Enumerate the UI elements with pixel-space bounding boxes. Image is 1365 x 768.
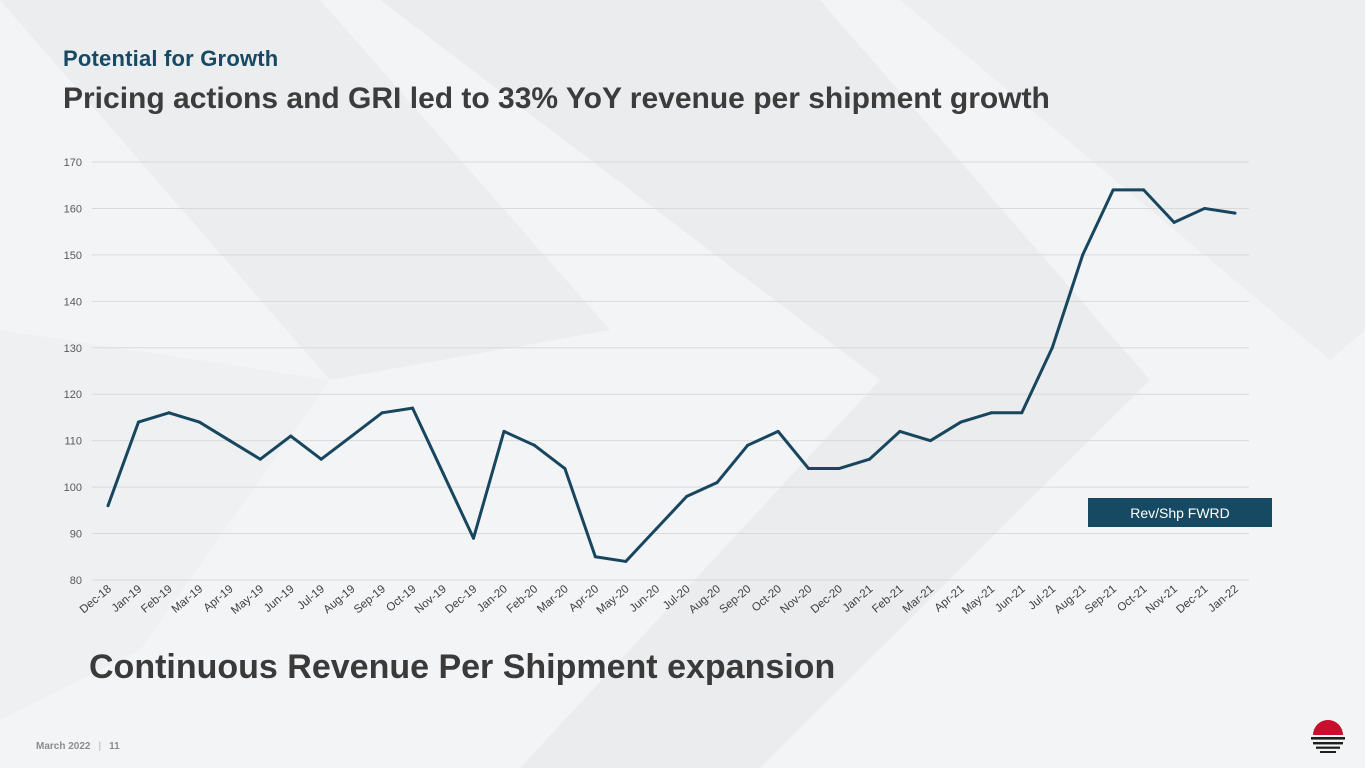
x-tick-label: Aug-21 (1053, 583, 1089, 616)
x-tick-label: May-19 (229, 583, 266, 617)
x-tick-label: Nov-19 (413, 583, 449, 616)
data-point (1050, 346, 1054, 350)
x-tick-label: Jun-21 (993, 583, 1028, 615)
data-point (593, 555, 597, 559)
x-tick-label: Sep-20 (717, 583, 753, 616)
y-tick-label: 110 (64, 436, 82, 448)
x-tick-label: Feb-21 (870, 583, 906, 616)
x-tick-label: Aug-20 (687, 583, 723, 616)
data-point (715, 480, 719, 484)
footer-separator: | (98, 741, 102, 752)
data-point (106, 504, 110, 508)
x-tick-label: Feb-19 (139, 583, 175, 616)
x-tick-label: Nov-21 (1144, 583, 1180, 616)
y-tick-label: 100 (64, 482, 82, 494)
x-tick-label: Sep-19 (352, 583, 388, 616)
data-point (1111, 188, 1115, 192)
data-point (1172, 220, 1176, 224)
data-point (807, 467, 811, 471)
x-tick-label: Dec-18 (78, 583, 114, 616)
x-tick-label: Mar-21 (901, 583, 937, 616)
data-point (898, 429, 902, 433)
data-point (654, 527, 658, 531)
data-point (624, 559, 628, 563)
data-point (989, 411, 993, 415)
footer: March 2022 | 11 (36, 741, 120, 752)
data-point (319, 457, 323, 461)
data-point (532, 443, 536, 447)
x-tick-label: Mar-19 (170, 583, 206, 616)
y-tick-label: 130 (64, 343, 82, 355)
data-point (867, 457, 871, 461)
x-tick-label: Jun-19 (262, 583, 297, 615)
data-point (1203, 206, 1207, 210)
x-tick-label: May-21 (960, 583, 997, 617)
y-tick-label: 140 (64, 296, 82, 308)
x-tick-label: Mar-20 (535, 583, 571, 616)
data-point (502, 429, 506, 433)
data-point (1020, 411, 1024, 415)
data-point (258, 457, 262, 461)
data-point (136, 420, 140, 424)
y-tick-label: 150 (64, 250, 82, 262)
slide-headline: Pricing actions and GRI led to 33% YoY r… (63, 82, 1050, 115)
y-tick-label: 80 (70, 575, 82, 587)
x-tick-label: May-20 (595, 583, 632, 617)
data-point (1081, 253, 1085, 257)
data-point (441, 471, 445, 475)
slide-caption: Continuous Revenue Per Shipment expansio… (89, 648, 836, 686)
x-tick-label: Feb-20 (505, 583, 541, 616)
y-tick-label: 170 (64, 157, 82, 169)
x-tick-label: Oct-19 (384, 583, 418, 614)
x-tick-label: Jan-22 (1206, 583, 1241, 615)
section-kicker: Potential for Growth (63, 46, 279, 71)
data-point (289, 434, 293, 438)
x-tick-label: Oct-21 (1115, 583, 1149, 614)
page-number: 11 (109, 741, 120, 752)
data-point (350, 434, 354, 438)
data-point (411, 406, 415, 410)
data-point (1142, 188, 1146, 192)
x-axis-tick-labels: Dec-18Jan-19Feb-19Mar-19Apr-19May-19Jun-… (78, 583, 1241, 617)
x-tick-label: Sep-21 (1083, 583, 1119, 616)
x-tick-label: Jun-20 (628, 583, 663, 615)
data-point (837, 467, 841, 471)
chart-series (106, 188, 1237, 563)
x-tick-label: Dec-19 (443, 583, 479, 616)
x-tick-label: Aug-19 (321, 583, 357, 616)
y-axis-tick-labels: 80 90 100 110 120 130 140 150 160 170 (64, 157, 82, 587)
data-point (197, 420, 201, 424)
y-tick-label: 90 (70, 529, 82, 541)
company-logo-icon (1311, 720, 1345, 753)
x-tick-label: Dec-21 (1174, 583, 1210, 616)
data-point (959, 420, 963, 424)
y-tick-label: 120 (64, 389, 82, 401)
data-point (563, 467, 567, 471)
x-tick-label: Jan-19 (110, 583, 145, 615)
series-line-0 (106, 188, 1236, 563)
y-tick-label: 160 (64, 203, 82, 215)
data-point (685, 494, 689, 498)
x-tick-label: Dec-20 (809, 583, 845, 616)
chart-gridlines (92, 161, 1249, 581)
data-point (167, 411, 171, 415)
data-point (776, 429, 780, 433)
x-tick-label: Jan-21 (841, 583, 876, 615)
data-point (1233, 211, 1237, 215)
data-point (472, 536, 476, 540)
x-tick-label: Oct-20 (750, 583, 784, 614)
x-tick-label: Nov-20 (778, 583, 814, 616)
footer-date: March 2022 (36, 741, 91, 752)
data-point (380, 411, 384, 415)
data-point (928, 439, 932, 443)
data-point (228, 439, 232, 443)
data-point (746, 443, 750, 447)
x-tick-label: Jan-20 (475, 583, 510, 615)
legend-label: Rev/Shp FWRD (1088, 498, 1272, 527)
